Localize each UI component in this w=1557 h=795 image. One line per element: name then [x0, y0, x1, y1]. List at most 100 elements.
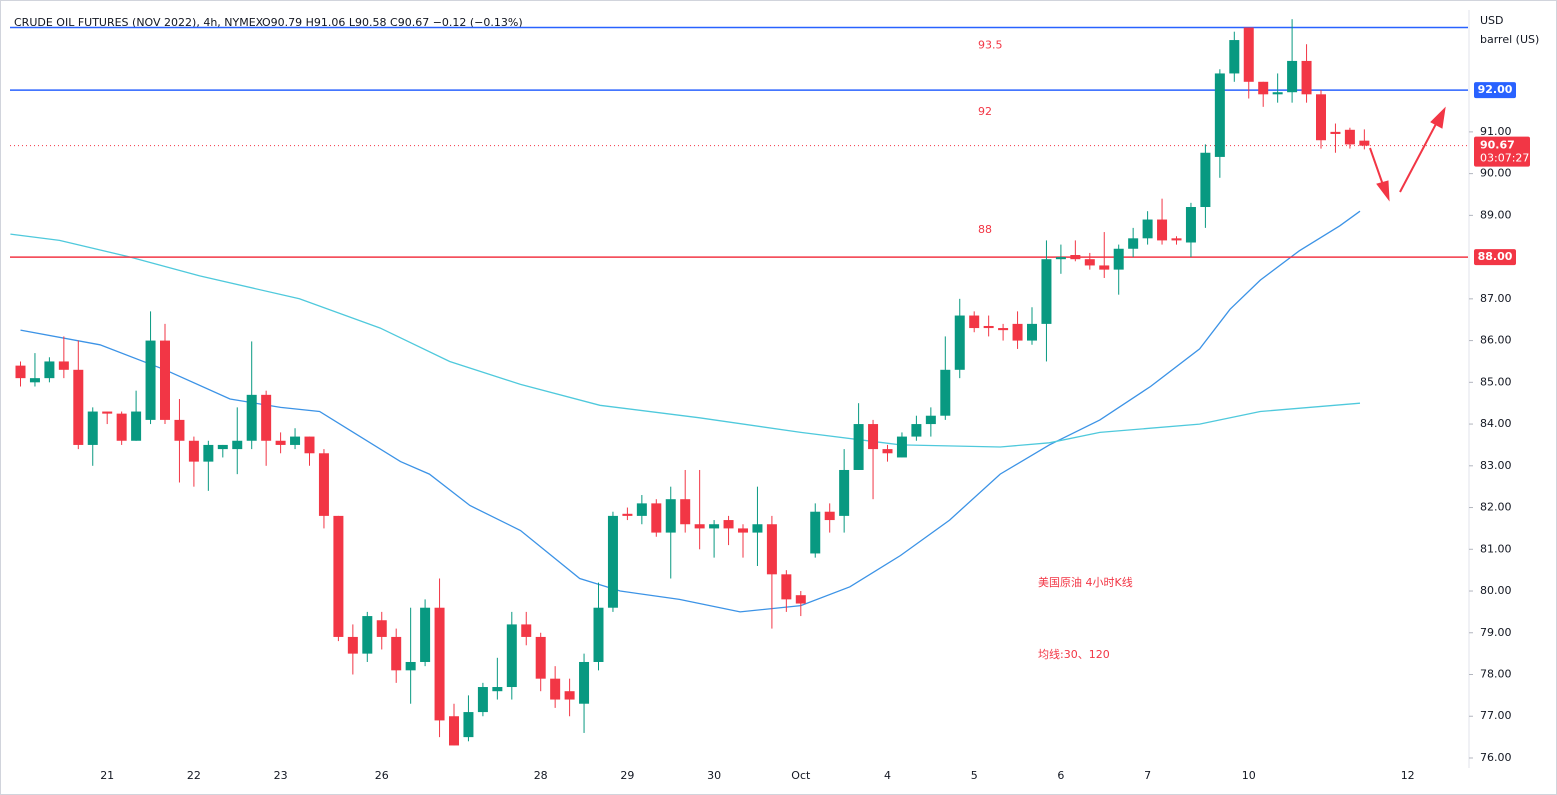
candle-body — [1287, 60, 1298, 93]
candle-body — [188, 440, 199, 462]
y-tick-label: 80.00 — [1480, 584, 1512, 597]
candle-body — [983, 325, 994, 329]
moving-average — [20, 210, 1361, 613]
candle-body — [766, 524, 777, 575]
candle-body — [882, 449, 893, 454]
candle-body — [723, 520, 734, 529]
candle-body — [347, 636, 358, 654]
candle-body — [579, 661, 590, 704]
candle-body — [1258, 81, 1269, 95]
candle-body — [1041, 259, 1052, 324]
y-tick-label: 86.00 — [1480, 334, 1512, 347]
candle-body — [521, 624, 532, 637]
ohlc-readout: O90.79 H91.06 L90.58 C90.67 −0.12 (−0.13… — [262, 16, 523, 29]
candle-body — [1200, 152, 1211, 208]
candle-layer — [15, 19, 1370, 746]
overlay-layer — [10, 26, 1468, 613]
y-tick-label: 84.00 — [1480, 417, 1512, 430]
candle-body — [535, 636, 546, 679]
price-layer: 76.00 77.00 78.00 79.00 80.00 81.00 82.00 83.00… — [100, 39, 1530, 782]
candle-body — [969, 315, 980, 329]
candle-body — [1128, 238, 1139, 249]
x-tick-label: 21 — [100, 769, 114, 782]
candle-body — [1084, 259, 1095, 266]
level-note: 88 — [978, 223, 992, 236]
candle-body — [73, 369, 84, 445]
candle-body — [1272, 92, 1283, 95]
chart-title: CRUDE OIL FUTURES (NOV 2022), 4h, NYMEX — [14, 16, 264, 29]
x-tick-label: 22 — [187, 769, 201, 782]
candle-body — [318, 453, 329, 516]
candle-body — [896, 436, 907, 458]
candle-body — [1185, 207, 1196, 243]
candle-body — [1171, 238, 1182, 241]
level-note: 92 — [978, 105, 992, 118]
candle-body — [1157, 219, 1168, 241]
candle-body — [868, 424, 879, 450]
candle-body — [44, 361, 55, 379]
candle-body — [1359, 140, 1370, 146]
candle-body — [665, 499, 676, 533]
candle-body — [131, 411, 142, 441]
candle-body — [781, 574, 792, 600]
candle-body — [636, 503, 647, 516]
x-tick-label: 12 — [1401, 769, 1415, 782]
candle-body — [1012, 323, 1023, 341]
candle-body — [232, 440, 243, 450]
price-box-label: 92.00 — [1478, 83, 1513, 96]
y-tick-label: 85.00 — [1480, 375, 1512, 388]
annotation: 美国原油 4小时K线 — [1038, 575, 1133, 589]
candle-body — [1229, 40, 1240, 74]
candle-body — [58, 361, 69, 370]
y-tick-label: 89.00 — [1480, 208, 1512, 221]
candle-body — [477, 687, 488, 713]
candle-body — [1301, 60, 1312, 95]
price-box — [1474, 82, 1516, 99]
candle-body — [1113, 248, 1124, 270]
candle-body — [463, 712, 474, 738]
candle-body — [420, 607, 431, 662]
candle-body — [824, 511, 835, 521]
candle-body — [174, 419, 185, 441]
candle-body — [925, 415, 936, 425]
y-tick-label: 90.00 — [1480, 167, 1512, 180]
candle-body — [29, 378, 40, 383]
candle-body — [1330, 131, 1341, 134]
candle-body — [810, 511, 821, 554]
candle-body — [15, 365, 26, 379]
candle-body — [1344, 129, 1355, 145]
candle-body — [275, 440, 286, 445]
candle-body — [651, 503, 662, 533]
candle-body — [261, 394, 272, 441]
candle-body — [203, 444, 214, 462]
candle-body — [839, 469, 850, 516]
candle-body — [116, 413, 127, 441]
y-tick-label: 81.00 — [1480, 542, 1512, 555]
candle-body — [564, 691, 575, 700]
candle-body — [102, 411, 113, 414]
y-tick-label: 82.00 — [1480, 501, 1512, 514]
y-tick-label: 87.00 — [1480, 292, 1512, 305]
candle-body — [1142, 219, 1153, 239]
candle-body — [911, 424, 922, 437]
arrows — [1369, 106, 1446, 202]
candle-body — [607, 515, 618, 608]
candle-body — [449, 716, 459, 746]
candle-body — [405, 661, 416, 671]
y-tick-label: 83.00 — [1480, 459, 1512, 472]
candle-body — [492, 687, 503, 692]
last-price-box — [1474, 136, 1530, 167]
candle-body — [160, 340, 170, 420]
candle-body — [87, 411, 98, 445]
candle-body — [694, 524, 705, 529]
x-tick-label: 5 — [971, 769, 978, 782]
candle-body — [1070, 255, 1081, 260]
candle-body — [362, 616, 373, 654]
x-tick-label: 7 — [1144, 769, 1151, 782]
candle-body — [680, 499, 691, 525]
x-tick-label: 4 — [884, 769, 891, 782]
unit-label: USD — [1480, 14, 1504, 27]
countdown-label: 03:07:27 — [1480, 152, 1529, 165]
candle-body — [1214, 73, 1225, 157]
